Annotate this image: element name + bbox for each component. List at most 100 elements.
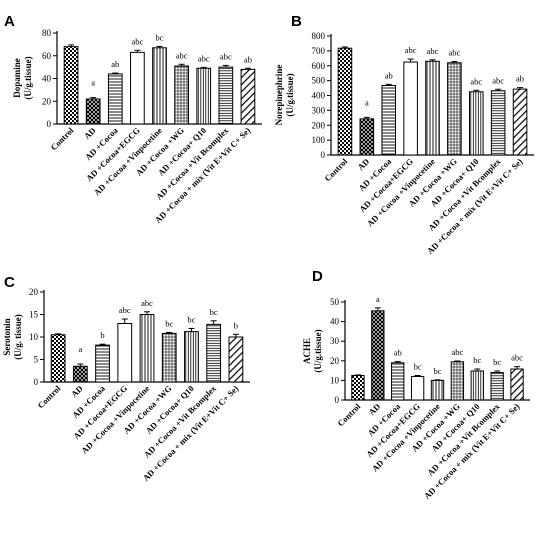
y-axis-label: Norepinephrine(U/g.tissue) [274, 65, 295, 126]
significance-label: bc [414, 362, 422, 372]
category-label: AD [355, 156, 371, 172]
y-axis-label-line: ACHE [302, 338, 312, 364]
y-tick-label: 10 [29, 332, 39, 342]
bar [470, 370, 484, 401]
y-axis-label-line: (U/g.tissue) [23, 56, 33, 99]
y-axis-label-line: (U/g.tissue) [285, 73, 295, 116]
y-tick-label: 400 [312, 91, 326, 101]
bar [450, 361, 465, 401]
bar [107, 73, 123, 125]
y-axis-label-line: Norepinephrine [274, 65, 284, 126]
significance-label: a [365, 97, 369, 107]
y-tick-label: 10 [330, 375, 340, 385]
significance-label: b [234, 320, 238, 330]
bar [72, 365, 88, 383]
significance-label: bc [165, 319, 173, 329]
panel-letter: B [291, 13, 302, 30]
significance-label: bc [493, 357, 501, 367]
chart-panel-a: A Dopamine(U/g.tissue) 0 20 40 60 80 Control a AD… [4, 13, 262, 225]
chart-panel-d: D ACHE(U/g.tissue) 0 10 20 30 40 50 Control a AD ab… [302, 268, 530, 501]
y-axis-label: ACHE(U/g.tissue) [302, 329, 323, 372]
y-tick-label: 50 [330, 297, 340, 307]
bar [63, 46, 79, 125]
y-tick-label: 800 [312, 31, 326, 41]
bar [359, 118, 375, 156]
y-tick-label: 600 [312, 61, 326, 71]
significance-label: abc [141, 298, 153, 308]
significance-label: ab [111, 59, 119, 69]
significance-label: abc [470, 76, 482, 86]
bar [425, 60, 440, 156]
y-tick-label: 5 [34, 355, 39, 365]
significance-label: ab [516, 74, 524, 84]
significance-label: bc [210, 307, 218, 317]
bar [430, 379, 445, 401]
chart-panel-c: C Serotonin(U/g. tissue) 0 5 10 15 20 Control a A… [2, 274, 250, 483]
panel-letter: C [4, 274, 15, 291]
significance-label: abc [119, 305, 131, 315]
bar [490, 90, 506, 156]
bar [381, 85, 397, 156]
bar [117, 323, 133, 383]
y-tick-label: 300 [312, 105, 326, 115]
bar [139, 314, 155, 383]
bar [50, 334, 66, 383]
bar [410, 375, 425, 401]
category-label: AD [366, 401, 382, 417]
category-label: Control [48, 125, 75, 152]
y-tick-label: 20 [330, 356, 340, 366]
bar [174, 65, 189, 125]
bar [161, 332, 177, 383]
significance-label: abc [451, 347, 463, 357]
y-tick-label: 20 [29, 287, 39, 297]
y-tick-label: 500 [312, 76, 326, 86]
bar [218, 66, 234, 125]
bar [85, 98, 101, 125]
significance-label: ab [244, 54, 252, 64]
significance-label: abc [176, 50, 188, 60]
category-label: AD [69, 383, 85, 399]
y-tick-label: 60 [42, 51, 52, 61]
y-tick-label: 200 [312, 120, 326, 130]
significance-label: bc [433, 366, 441, 376]
bar [391, 362, 405, 401]
y-tick-label: 700 [312, 46, 326, 56]
significance-label: abc [427, 46, 439, 56]
significance-label: a [376, 294, 380, 304]
category-label: Control [335, 401, 362, 428]
y-tick-label: 30 [330, 336, 340, 346]
category-label: Control [322, 156, 349, 183]
significance-label: b [100, 330, 104, 340]
bar [403, 61, 418, 156]
significance-label: bc [473, 355, 481, 365]
y-tick-label: 100 [312, 135, 326, 145]
y-tick-label: 20 [42, 96, 52, 106]
y-tick-label: 15 [29, 310, 39, 320]
significance-label: abc [198, 53, 210, 63]
significance-label: ab [385, 70, 393, 80]
panel-letter: A [4, 13, 15, 30]
significance-label: bc [155, 32, 163, 42]
y-axis-label: Serotonin(U/g. tissue) [2, 314, 23, 360]
bar [184, 331, 199, 383]
y-tick-label: 0 [34, 377, 39, 387]
significance-label: bc [187, 314, 195, 324]
bar [196, 67, 212, 125]
y-tick-label: 40 [42, 74, 52, 84]
y-axis-label: Dopamine(U/g.tissue) [12, 56, 33, 99]
y-axis-label-line: Serotonin [2, 318, 12, 355]
bar [337, 47, 353, 156]
y-tick-label: 40 [330, 317, 340, 327]
y-axis-label-line: Dopamine [12, 58, 22, 98]
bar [490, 372, 504, 401]
y-tick-label: 0 [321, 150, 326, 160]
bar [240, 68, 256, 125]
bar [468, 91, 484, 156]
significance-label: abc [492, 75, 504, 85]
y-axis-label-line: (U/g. tissue) [13, 314, 23, 360]
bar [130, 51, 145, 125]
significance-label: a [91, 78, 95, 88]
category-label: AD [82, 125, 98, 141]
